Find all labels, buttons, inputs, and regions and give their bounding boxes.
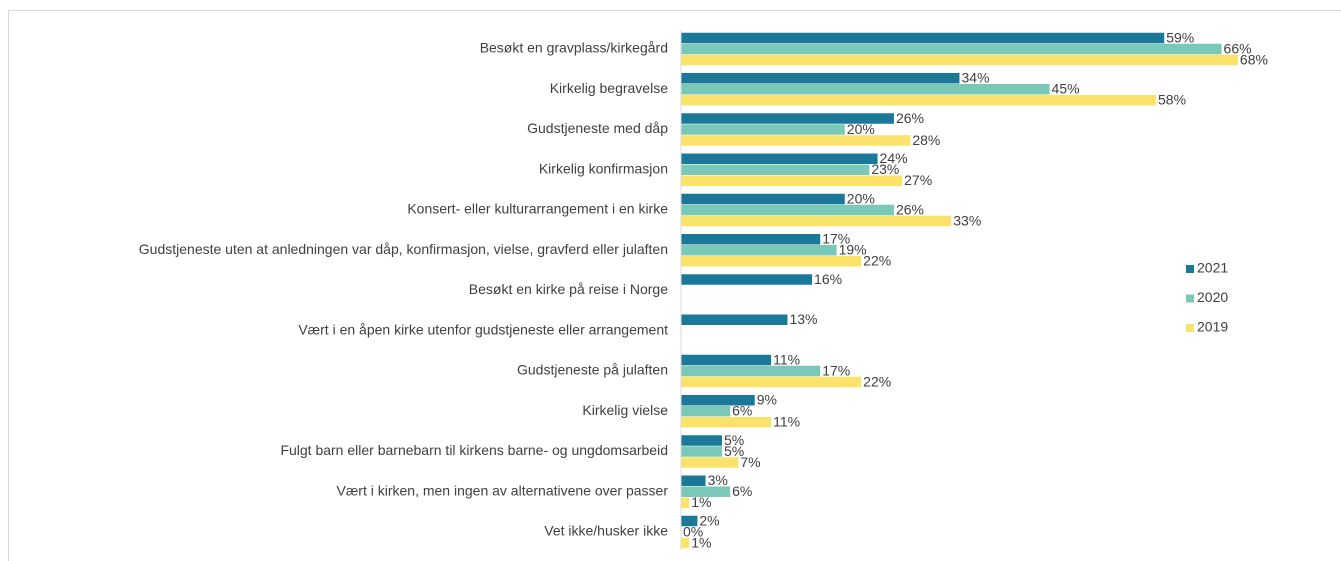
value-label: 6% [732,483,752,499]
bar [681,113,894,124]
chart-frame [8,10,1341,561]
value-label: 1% [691,534,711,550]
legend-swatch [1186,265,1194,273]
bar [681,43,1222,55]
bar [681,457,739,468]
value-label: 23% [871,161,899,177]
value-label: 26% [896,201,924,217]
bar [681,84,1050,95]
bar [681,376,862,388]
category-label: Besøkt en kirke på reise i Norge [469,281,668,297]
value-label: 22% [863,253,891,269]
value-label: 34% [961,70,989,86]
bar [681,486,731,497]
value-label: 33% [953,212,981,228]
bar [681,73,960,84]
bar [681,515,698,527]
bar [681,435,722,446]
value-label: 3% [708,472,728,488]
category-label: Gudstjeneste med dåp [527,120,668,136]
value-label: 7% [740,454,760,470]
bar [681,537,690,549]
legend-swatch [1186,324,1194,332]
value-label: 45% [1052,81,1080,97]
bar [681,204,894,216]
category-label: Kirkelig vielse [582,402,668,418]
value-label: 27% [904,172,932,188]
value-label: 16% [814,271,842,287]
value-label: 19% [839,242,867,258]
value-label: 5% [724,443,744,459]
bar [681,54,1238,66]
value-label: 58% [1158,92,1186,108]
value-label: 59% [1166,29,1194,45]
bar [681,215,952,227]
value-label: 26% [896,110,924,126]
value-label: 24% [880,150,908,166]
bar [681,32,1165,44]
value-label: 9% [757,392,777,408]
value-label: 66% [1224,40,1252,56]
bar [681,245,837,256]
bar [681,274,813,285]
category-label: Gudstjeneste på julaften [517,362,668,378]
legend-swatch [1186,294,1194,303]
value-label: 0% [683,523,703,539]
value-label: 6% [732,403,752,419]
legend-label: 2021 [1197,260,1228,276]
value-label: 22% [863,373,891,389]
value-label: 17% [822,231,850,247]
category-label: Kirkelig konfirmasjon [539,160,668,176]
bar [681,475,706,486]
bar [681,365,821,377]
bar [681,354,772,366]
value-label: 68% [1240,51,1268,67]
bar [681,406,731,417]
bar [681,395,755,406]
value-label: 5% [724,432,744,448]
bar [681,124,845,135]
legend-label: 2019 [1197,319,1228,335]
value-label: 17% [822,362,850,378]
value-label: 13% [789,311,817,327]
bar [681,193,845,205]
value-label: 20% [847,190,875,206]
bar [681,446,722,457]
bar [681,95,1157,106]
bar [681,497,690,508]
category-label: Fulgt barn eller barnebarn til kirkens b… [280,442,668,458]
value-label: 11% [773,351,800,367]
bar [681,256,862,267]
bar [681,135,911,146]
bar [681,175,903,186]
value-label: 2% [699,512,719,528]
category-label: Vært i kirken, men ingen av alternativen… [337,482,669,498]
value-label: 1% [691,494,711,510]
category-label: Vet ikke/husker ikke [544,523,668,539]
bar [681,417,772,428]
bar [681,234,821,245]
bar [681,153,878,164]
bar [681,314,788,325]
category-label: Vært i en åpen kirke utenfor gudstjenest… [298,321,668,337]
category-label: Kirkelig begravelse [550,80,668,96]
category-label: Gudstjeneste uten at anledningen var dåp… [139,241,668,257]
value-label: 20% [847,121,875,137]
bar [681,164,870,175]
category-label: Besøkt en gravplass/kirkegård [480,40,668,56]
value-label: 11% [773,414,800,430]
category-label: Konsert- eller kulturarrangement i en ki… [407,201,668,217]
legend-label: 2020 [1197,289,1228,305]
value-label: 28% [912,132,940,148]
